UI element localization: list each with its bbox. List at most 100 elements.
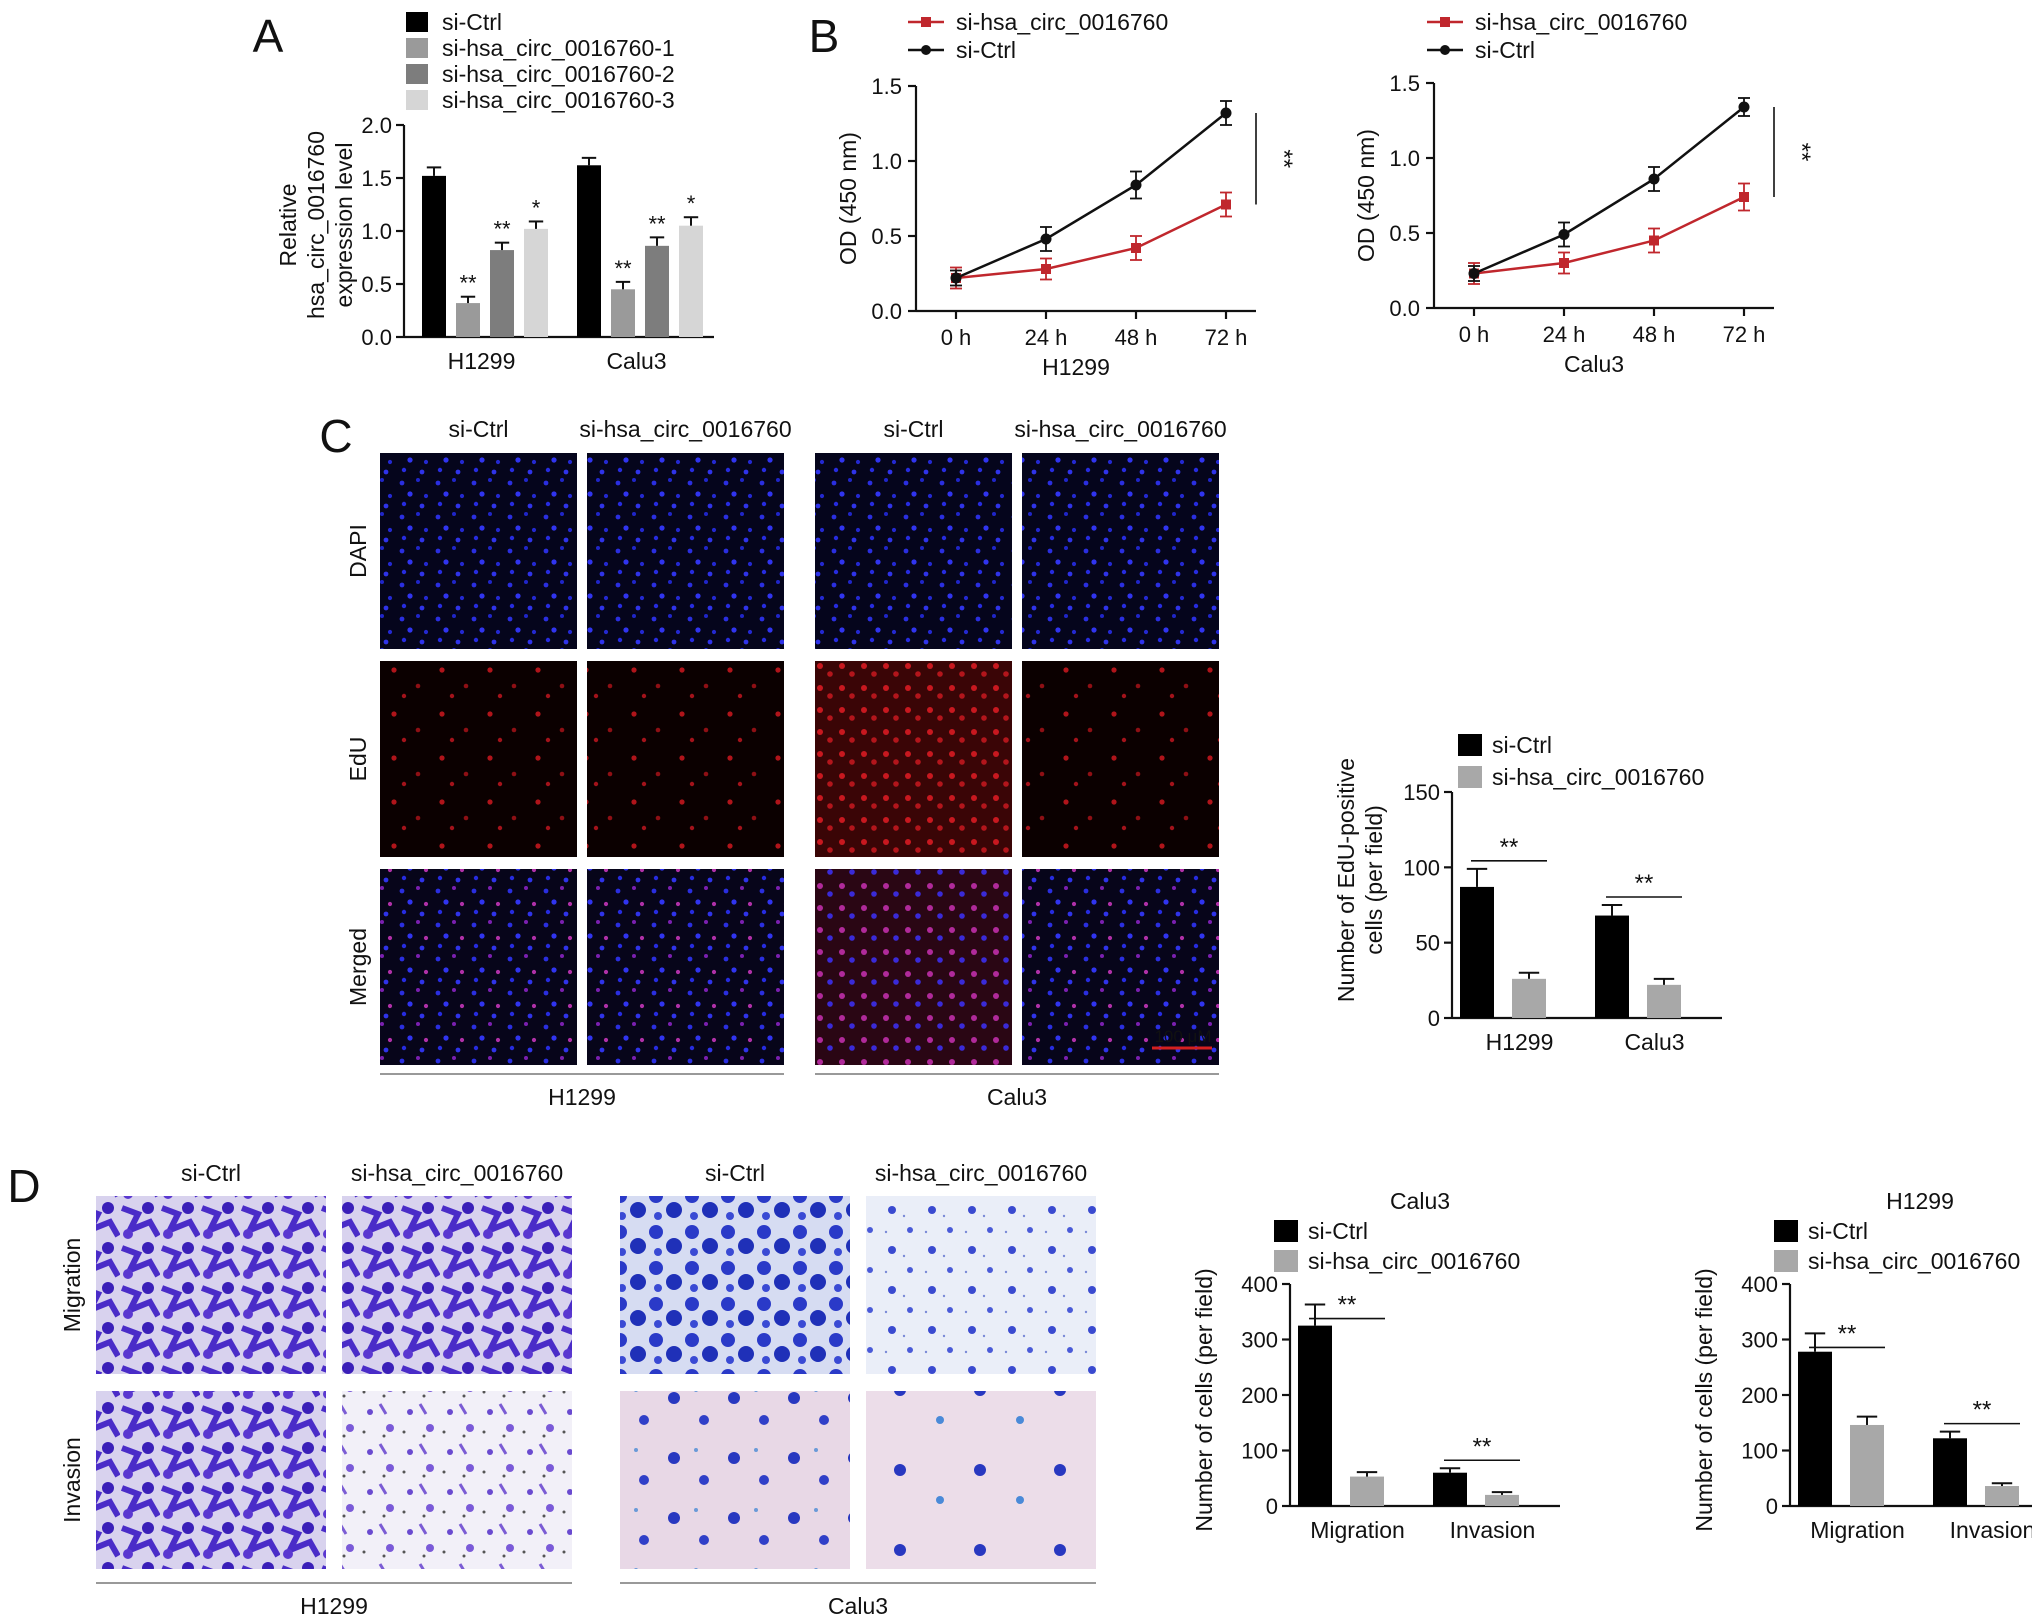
panel-b-h1299-chart: 0.0 0.5 1.0 1.5 0 h 24 h 48 h 72 h ** H1299 OD (45… <box>835 9 1297 380</box>
significance-mark: ** <box>459 271 477 296</box>
bar <box>524 228 548 337</box>
x-axis-label: H1299 <box>1042 354 1110 380</box>
bar <box>1460 886 1494 1018</box>
significance-mark: ** <box>1500 834 1519 861</box>
y-axis-label: Number of cells (per field) <box>1691 1268 1717 1531</box>
significance-mark: ** <box>648 211 666 236</box>
data-point <box>1559 258 1569 268</box>
legend-swatch <box>1458 734 1482 756</box>
x-tick-label: 48 h <box>1115 325 1158 350</box>
transwell-image <box>96 1391 326 1569</box>
group-label: H1299 <box>300 1593 368 1619</box>
y-tick-label: 0 <box>1266 1494 1278 1519</box>
panel-d-h1299-chart: 0 100 200 300 400 Migration Invasion ** ** H1299 s… <box>1691 1188 2032 1543</box>
micrograph <box>587 453 784 649</box>
data-point <box>1739 192 1749 202</box>
legend-label: si-hsa_circ_0016760-1 <box>442 35 675 61</box>
y-axis-label: hsa_circ_0016760 <box>303 131 329 319</box>
panel-d-calu3-chart: 0 100 200 300 400 Migration Invasion ** ** Calu3 s… <box>1191 1188 1560 1543</box>
y-tick-label: 0.5 <box>361 272 392 297</box>
y-tick-label: 100 <box>1403 855 1440 880</box>
data-point <box>1220 107 1232 119</box>
significance-mark: ** <box>1788 143 1815 162</box>
bar <box>1798 1351 1832 1506</box>
legend-swatch <box>1458 766 1482 788</box>
micrograph <box>380 869 577 1065</box>
legend-marker <box>1440 17 1450 27</box>
legend-label: si-hsa_circ_0016760-3 <box>442 87 675 113</box>
y-tick-label: 1.5 <box>871 74 902 99</box>
significance-mark: ** <box>1635 870 1654 897</box>
micrograph <box>380 453 577 649</box>
data-point <box>1040 233 1052 245</box>
y-tick-label: 0.0 <box>871 299 902 324</box>
micrograph <box>815 661 1012 857</box>
significance-mark: ** <box>1973 1397 1992 1424</box>
legend-swatch <box>1274 1250 1298 1272</box>
y-tick-label: 0.0 <box>361 325 392 350</box>
significance-mark: ** <box>1338 1292 1357 1319</box>
transwell-image <box>342 1391 572 1569</box>
y-tick-label: 0.5 <box>1389 221 1420 246</box>
bar <box>645 245 669 337</box>
y-tick-label: 0 <box>1766 1494 1778 1519</box>
y-tick-label: 0.0 <box>1389 296 1420 321</box>
y-tick-label: 2.0 <box>361 113 392 138</box>
bar <box>1433 1472 1467 1506</box>
y-tick-label: 1.0 <box>361 219 392 244</box>
y-tick-label: 150 <box>1403 780 1440 805</box>
column-header: si-hsa_circ_0016760 <box>875 1160 1087 1186</box>
y-tick-label: 1.0 <box>871 149 902 174</box>
y-tick-label: 300 <box>1241 1328 1278 1353</box>
y-tick-label: 400 <box>1241 1272 1278 1297</box>
legend-swatch <box>406 38 428 58</box>
group-label: Calu3 <box>828 1593 888 1619</box>
transwell-image <box>620 1196 850 1374</box>
bar <box>1647 984 1681 1018</box>
y-tick-label: 0 <box>1428 1006 1440 1031</box>
bar <box>679 225 703 337</box>
y-tick-label: 1.5 <box>1389 71 1420 96</box>
micrograph <box>1022 453 1219 649</box>
y-axis-label: Relative <box>275 183 301 266</box>
bar <box>1850 1424 1884 1506</box>
legend-marker <box>1440 45 1450 55</box>
column-header: si-Ctrl <box>705 1160 765 1186</box>
legend-label: si-Ctrl <box>1308 1218 1368 1244</box>
series-line <box>955 203 1227 280</box>
row-label: Merged <box>345 928 371 1006</box>
x-tick-label: Invasion <box>1950 1517 2032 1543</box>
y-axis-label: cells (per field) <box>1361 805 1387 955</box>
x-tick-label: Migration <box>1310 1517 1405 1543</box>
micrograph <box>587 661 784 857</box>
data-point <box>1221 199 1231 210</box>
significance-mark: ** <box>614 256 632 281</box>
significance-mark: ** <box>493 217 511 242</box>
x-tick-label: 0 h <box>1459 322 1490 347</box>
y-tick-label: 50 <box>1416 931 1440 956</box>
x-tick-label: H1299 <box>1486 1029 1554 1055</box>
micrograph <box>1022 869 1219 1065</box>
x-tick-label: Calu3 <box>1624 1029 1684 1055</box>
x-tick-label: 48 h <box>1633 322 1676 347</box>
column-header: si-Ctrl <box>883 416 943 442</box>
legend-swatch <box>1274 1220 1298 1242</box>
panel-label-c: C <box>319 410 352 462</box>
scale-bar-label: 100 μM <box>1154 1027 1211 1046</box>
significance-mark: ** <box>1270 149 1297 168</box>
y-tick-label: 1.0 <box>1389 146 1420 171</box>
x-tick-label: Invasion <box>1450 1517 1536 1543</box>
data-point <box>1649 235 1659 246</box>
data-point <box>1041 264 1051 274</box>
y-tick-label: 200 <box>1241 1383 1278 1408</box>
transwell-image <box>342 1196 572 1374</box>
bar <box>611 289 635 337</box>
data-point <box>1131 243 1141 253</box>
panel-b-calu3-chart: 0.0 0.5 1.0 1.5 0 h 24 h 48 h 72 h ** Calu3 OD (45… <box>1353 9 1815 377</box>
column-header: si-hsa_circ_0016760 <box>1014 416 1226 442</box>
y-axis-label: OD (450 nm) <box>1353 129 1379 262</box>
x-axis-label: Calu3 <box>1564 351 1624 377</box>
legend-label: si-hsa_circ_0016760 <box>1308 1248 1520 1274</box>
significance-mark: ** <box>1838 1320 1857 1347</box>
